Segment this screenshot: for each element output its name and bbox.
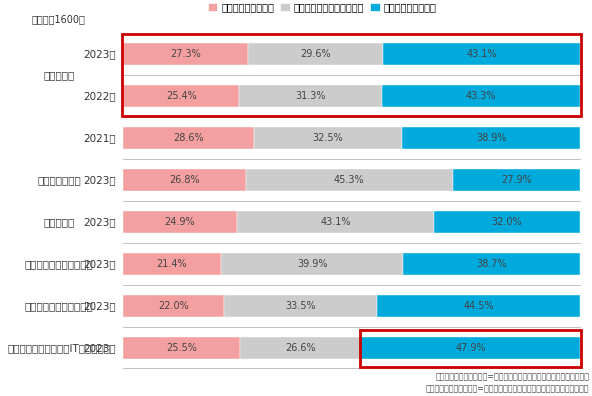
- Bar: [237, 211, 434, 233]
- Text: 「余剰を感じている計」=とても余剰を感じている＋余剰を感じている: 「余剰を感じている計」=とても余剰を感じている＋余剰を感じている: [435, 372, 589, 381]
- Legend: 余剰を感じている計, ちょうどよく充足している, 不足を感じている計: 余剰を感じている計, ちょうどよく充足している, 不足を感じている計: [204, 0, 440, 16]
- Text: 27.3%: 27.3%: [170, 50, 201, 59]
- Bar: [123, 128, 254, 149]
- Text: 部長クラス以上: 部長クラス以上: [37, 175, 81, 185]
- Text: 32.5%: 32.5%: [313, 133, 343, 143]
- Text: 26.6%: 26.6%: [285, 343, 316, 353]
- Text: 2021年: 2021年: [83, 133, 116, 143]
- Bar: [383, 44, 580, 65]
- Text: 32.0%: 32.0%: [491, 217, 522, 227]
- Text: 25.5%: 25.5%: [166, 343, 197, 353]
- Bar: [403, 253, 580, 275]
- Text: 39.9%: 39.9%: [297, 259, 327, 269]
- Bar: [123, 169, 246, 191]
- Text: 26.8%: 26.8%: [169, 175, 200, 185]
- Text: 22.0%: 22.0%: [158, 301, 189, 311]
- Text: 38.7%: 38.7%: [477, 259, 507, 269]
- Text: 2023年: 2023年: [83, 217, 116, 227]
- Text: 2023年: 2023年: [83, 343, 116, 353]
- Text: 31.3%: 31.3%: [295, 91, 326, 101]
- Text: 38.9%: 38.9%: [476, 133, 506, 143]
- Text: 33.5%: 33.5%: [285, 301, 316, 311]
- Bar: [123, 44, 248, 65]
- Text: 「不足を感じている計」=不足している＋とても不足していると感じている: 「不足を感じている計」=不足している＋とても不足していると感じている: [426, 385, 589, 394]
- Text: 正社員全体: 正社員全体: [43, 70, 75, 80]
- Text: 2023年: 2023年: [83, 50, 116, 59]
- Bar: [123, 86, 239, 107]
- Bar: [240, 337, 361, 359]
- Bar: [224, 295, 377, 317]
- Text: 24.9%: 24.9%: [165, 217, 195, 227]
- Text: 43.1%: 43.1%: [466, 50, 497, 59]
- Text: 2023年: 2023年: [83, 175, 116, 185]
- Text: 29.6%: 29.6%: [300, 50, 331, 59]
- Bar: [254, 128, 403, 149]
- Bar: [123, 253, 221, 275]
- Bar: [403, 128, 580, 149]
- Text: 47.9%: 47.9%: [455, 343, 486, 353]
- Text: 課長クラス: 課長クラス: [43, 217, 75, 227]
- Bar: [361, 337, 580, 359]
- Text: 43.3%: 43.3%: [466, 91, 497, 101]
- Text: 25.4%: 25.4%: [166, 91, 197, 101]
- Text: 21.4%: 21.4%: [157, 259, 187, 269]
- Text: 44.5%: 44.5%: [463, 301, 494, 311]
- Text: （回答数1600）: （回答数1600）: [32, 14, 86, 24]
- Text: 役職についていない人材: 役職についていない人材: [25, 301, 94, 311]
- Text: 28.6%: 28.6%: [173, 133, 204, 143]
- Text: 27.9%: 27.9%: [501, 175, 532, 185]
- Bar: [246, 169, 453, 191]
- Bar: [377, 295, 580, 317]
- Bar: [434, 211, 580, 233]
- Bar: [123, 337, 240, 359]
- Text: 係長・主任・職長クラス: 係長・主任・職長クラス: [25, 259, 94, 269]
- Text: 45.3%: 45.3%: [334, 175, 365, 185]
- Text: スペシャリスト人材（IT人材など）: スペシャリスト人材（IT人材など）: [8, 343, 111, 353]
- Bar: [453, 169, 580, 191]
- Text: 2022年: 2022年: [83, 91, 116, 101]
- Bar: [123, 211, 237, 233]
- Bar: [248, 44, 383, 65]
- Bar: [382, 86, 580, 107]
- Text: 2023年: 2023年: [83, 301, 116, 311]
- Text: 2023年: 2023年: [83, 259, 116, 269]
- Bar: [239, 86, 382, 107]
- Bar: [221, 253, 403, 275]
- Text: 43.1%: 43.1%: [320, 217, 350, 227]
- Bar: [123, 295, 224, 317]
